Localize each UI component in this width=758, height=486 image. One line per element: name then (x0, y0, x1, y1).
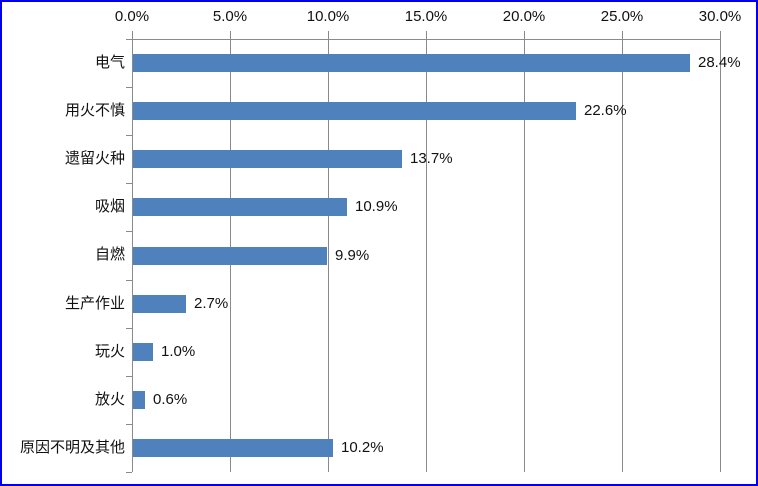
gridline-vertical (328, 31, 329, 472)
bar (133, 391, 145, 409)
bar-value-label: 0.6% (153, 391, 188, 408)
bar (133, 54, 690, 72)
bar (133, 295, 186, 313)
y-axis-line (132, 31, 133, 472)
bar (133, 198, 347, 216)
bar-value-label: 28.4% (698, 54, 741, 71)
category-axis-tick (126, 280, 132, 281)
category-axis-tick (126, 424, 132, 425)
category-axis-tick (126, 231, 132, 232)
bar-value-label: 13.7% (410, 150, 453, 167)
category-axis-tick (126, 328, 132, 329)
bar (133, 102, 576, 120)
category-label: 玩火 (94, 343, 125, 360)
bar-value-label: 9.9% (335, 247, 370, 264)
gridline-vertical (720, 31, 721, 472)
bar (133, 343, 153, 361)
bar (133, 439, 333, 457)
x-axis-tick-label: 15.0% (404, 8, 448, 25)
gridline-vertical (524, 31, 525, 472)
bar-value-label: 22.6% (584, 102, 627, 119)
category-label: 电气 (94, 54, 125, 71)
x-axis-line (132, 39, 721, 40)
x-axis-tick-label: 25.0% (600, 8, 644, 25)
category-axis-tick (126, 183, 132, 184)
category-axis-tick (126, 376, 132, 377)
category-axis-tick (126, 135, 132, 136)
category-label: 遗留火种 (64, 150, 125, 167)
bar-value-label: 10.2% (341, 439, 384, 456)
bar-value-label: 10.9% (355, 198, 398, 215)
category-label: 用火不慎 (64, 102, 125, 119)
bar-value-label: 2.7% (194, 295, 229, 312)
gridline-vertical (426, 31, 427, 472)
category-label: 吸烟 (94, 198, 125, 215)
x-axis-tick-label: 20.0% (502, 8, 546, 25)
bar-value-label: 1.0% (161, 343, 196, 360)
category-axis-tick (126, 472, 132, 473)
category-label: 自燃 (94, 246, 125, 263)
x-axis-tick-label: 10.0% (306, 8, 350, 25)
category-label: 放火 (94, 391, 125, 408)
category-axis-tick (126, 87, 132, 88)
category-label: 生产作业 (64, 295, 125, 312)
category-label: 原因不明及其他 (19, 439, 125, 456)
x-axis-tick-label: 30.0% (698, 8, 742, 25)
bar (133, 150, 402, 168)
gridline-vertical (622, 31, 623, 472)
bar (133, 247, 327, 265)
category-axis-tick (126, 39, 132, 40)
x-axis-tick-label: 0.0% (114, 8, 150, 25)
x-axis-tick-label: 5.0% (212, 8, 248, 25)
